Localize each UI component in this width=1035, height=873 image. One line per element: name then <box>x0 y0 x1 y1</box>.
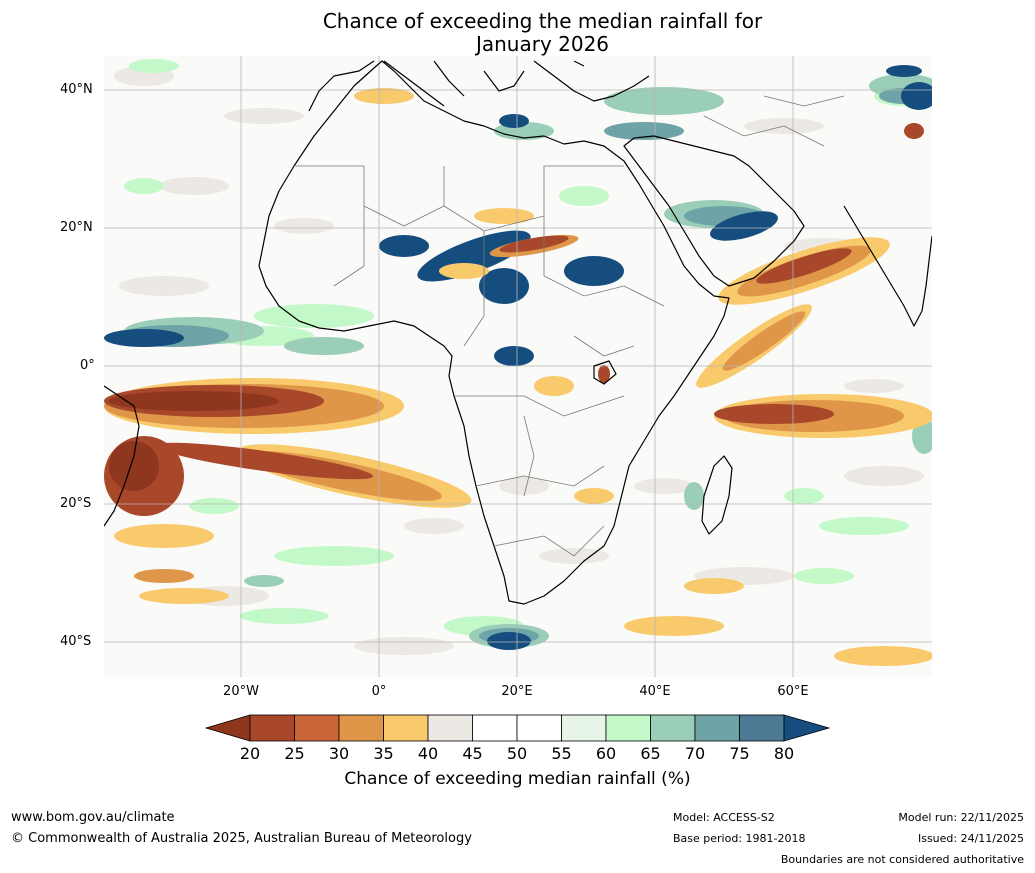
colorbar-swatch <box>294 714 340 742</box>
south-america-coastline <box>104 385 140 527</box>
colorbar-swatch <box>739 714 785 742</box>
colorbar-tick-label: 80 <box>773 744 795 763</box>
colorbar-tick-label: 45 <box>462 744 483 763</box>
colorbar-swatch <box>472 714 518 742</box>
colorbar-tick-label: 20 <box>239 744 261 763</box>
title-line-2: January 2026 <box>475 32 610 56</box>
colorbar-tick-label: 50 <box>506 744 528 763</box>
lon-label-60e: 60°E <box>777 684 809 699</box>
lon-label-20w: 20°W <box>223 684 259 699</box>
lat-label-0: 0° <box>80 358 95 373</box>
website-link[interactable]: www.bom.gov.au/climate <box>11 810 175 825</box>
lowest-chance-patches <box>109 391 279 491</box>
arabia-coastline <box>623 135 805 287</box>
colorbar-tick-label: 60 <box>595 744 617 763</box>
colorbar-title: Chance of exceeding median rainfall (%) <box>344 769 691 789</box>
map-title: Chance of exceeding the median rainfall … <box>230 10 855 56</box>
lat-label-20n: 20°N <box>60 220 93 235</box>
model-run-text: Model run: 22/11/2025 <box>898 811 1024 824</box>
issued-text: Issued: 24/11/2025 <box>917 832 1024 845</box>
colorbar-tick-label: 55 <box>551 744 572 763</box>
graticule <box>104 56 932 677</box>
colorbar-swatch <box>650 714 696 742</box>
colorbar-over-arrow <box>783 714 830 742</box>
madagascar-coastline <box>701 455 733 535</box>
rainfall-map <box>104 56 932 677</box>
colorbar-tick-label: 25 <box>284 744 305 763</box>
lon-label-0: 0° <box>371 684 387 699</box>
colorbar <box>205 714 830 742</box>
lat-label-20s: 20°S <box>60 496 92 511</box>
title-line-1: Chance of exceeding the median rainfall … <box>322 9 763 33</box>
colorbar-swatch <box>561 714 607 742</box>
map-background <box>104 56 932 677</box>
lake-victoria <box>593 360 617 385</box>
model-text: Model: ACCESS-S2 <box>673 811 775 824</box>
country-borders <box>294 95 845 557</box>
colorbar-tick-label: 40 <box>417 744 439 763</box>
india-coastline <box>843 205 932 327</box>
copyright-text: © Commonwealth of Australia 2025, Austra… <box>11 831 472 846</box>
colorbar-under-arrow <box>205 714 251 742</box>
disclaimer-text: Boundaries are not considered authoritat… <box>780 853 1024 866</box>
lon-label-20e: 20°E <box>501 684 533 699</box>
colorbar-tick-label: 35 <box>373 744 394 763</box>
colorbar-tick-label: 30 <box>328 744 350 763</box>
base-period-text: Base period: 1981-2018 <box>673 832 806 845</box>
colorbar-tick-label: 75 <box>729 744 750 763</box>
lon-label-40e: 40°E <box>639 684 671 699</box>
africa-coastline <box>258 60 730 605</box>
colorbar-tick-label: 70 <box>684 744 706 763</box>
colorbar-tick-label: 65 <box>640 744 661 763</box>
colorbar-swatch <box>516 714 562 742</box>
europe-coastline <box>308 60 650 112</box>
colorbar-swatch <box>249 714 295 742</box>
lat-label-40s: 40°S <box>60 634 92 649</box>
colorbar-swatch <box>427 714 473 742</box>
coastlines <box>104 60 932 605</box>
colorbar-swatch <box>338 714 384 742</box>
lat-label-40n: 40°N <box>60 82 93 97</box>
colorbar-swatch <box>605 714 651 742</box>
colorbar-swatch <box>694 714 740 742</box>
colorbar-swatch <box>383 714 429 742</box>
